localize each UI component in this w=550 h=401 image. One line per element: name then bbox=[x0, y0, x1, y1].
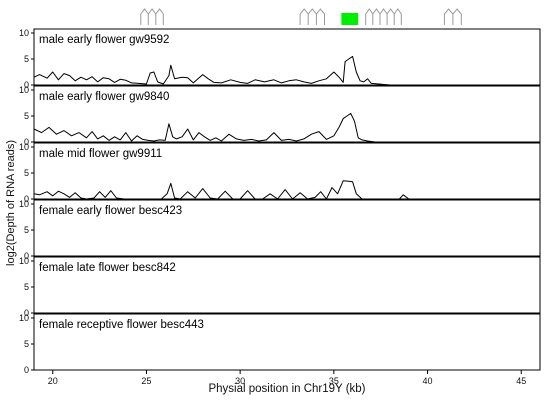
coverage-line bbox=[33, 180, 540, 200]
y-tick-label: 5 bbox=[24, 111, 29, 121]
y-tick-label: 10 bbox=[19, 313, 29, 323]
coverage-line bbox=[33, 55, 540, 86]
coverage-panels: 0 5 10 male early flower gw9592 0 5 10 male ear… bbox=[19, 28, 541, 375]
y-axis-label: log2(Depth of RNA reads) bbox=[5, 140, 17, 266]
coverage-panel: 0 5 10 male early flower gw9592 bbox=[19, 28, 541, 90]
panel-title: male mid flower gw9911 bbox=[39, 148, 162, 160]
coverage-line bbox=[33, 112, 540, 143]
y-tick-label: 10 bbox=[19, 85, 29, 95]
panel-title: male early flower gw9840 bbox=[39, 91, 169, 103]
panel-title: male early flower gw9592 bbox=[39, 34, 169, 46]
y-tick-label: 10 bbox=[19, 142, 29, 152]
coverage-panel: 0 5 10 male early flower gw9840 bbox=[19, 85, 541, 147]
y-tick-label: 0 bbox=[24, 365, 29, 375]
coverage-panel: 0 5 10 female receptive flower besc443 bbox=[19, 313, 541, 375]
x-tick-label: 45 bbox=[516, 376, 526, 386]
x-axis-label: Physial position in Chr19Y (kb) bbox=[208, 383, 365, 395]
x-tick-label: 20 bbox=[48, 376, 58, 386]
x-tick-label: 35 bbox=[329, 376, 339, 386]
x-tick-label: 40 bbox=[423, 376, 433, 386]
panel-title: female late flower besc842 bbox=[39, 262, 176, 274]
y-tick-label: 10 bbox=[19, 256, 29, 266]
x-tick-label: 30 bbox=[235, 376, 245, 386]
y-tick-label: 0 bbox=[24, 251, 29, 261]
gene-model bbox=[365, 8, 402, 25]
y-tick-label: 5 bbox=[24, 168, 29, 178]
panel-title: female early flower besc423 bbox=[39, 205, 182, 217]
gene-track bbox=[140, 8, 462, 25]
y-tick-label: 0 bbox=[24, 194, 29, 204]
panel-frame bbox=[33, 142, 541, 200]
y-tick-label: 5 bbox=[24, 282, 29, 292]
highlighted-gene bbox=[341, 13, 359, 25]
y-tick-label: 0 bbox=[24, 308, 29, 318]
coverage-panel: 0 5 10 female early flower besc423 bbox=[19, 199, 541, 261]
y-tick-label: 10 bbox=[19, 28, 29, 38]
y-tick-label: 5 bbox=[24, 225, 29, 235]
y-tick-label: 5 bbox=[24, 54, 29, 64]
x-axis: 20 25 30 35 40 45 bbox=[48, 370, 526, 386]
coverage-panel: 0 5 10 male mid flower gw9911 bbox=[19, 142, 541, 204]
gene-model bbox=[299, 8, 325, 25]
y-tick-label: 5 bbox=[24, 339, 29, 349]
coverage-panel: 0 5 10 female late flower besc842 bbox=[19, 256, 541, 318]
y-tick-label: 0 bbox=[24, 80, 29, 90]
panel-title: female receptive flower besc443 bbox=[39, 319, 204, 331]
gene-model bbox=[443, 8, 462, 25]
panel-frame bbox=[33, 28, 541, 86]
y-tick-label: 0 bbox=[24, 137, 29, 147]
y-tick-label: 10 bbox=[19, 199, 29, 209]
gene-model bbox=[140, 8, 164, 25]
panel-frame bbox=[33, 85, 541, 143]
x-tick-label: 25 bbox=[141, 376, 151, 386]
